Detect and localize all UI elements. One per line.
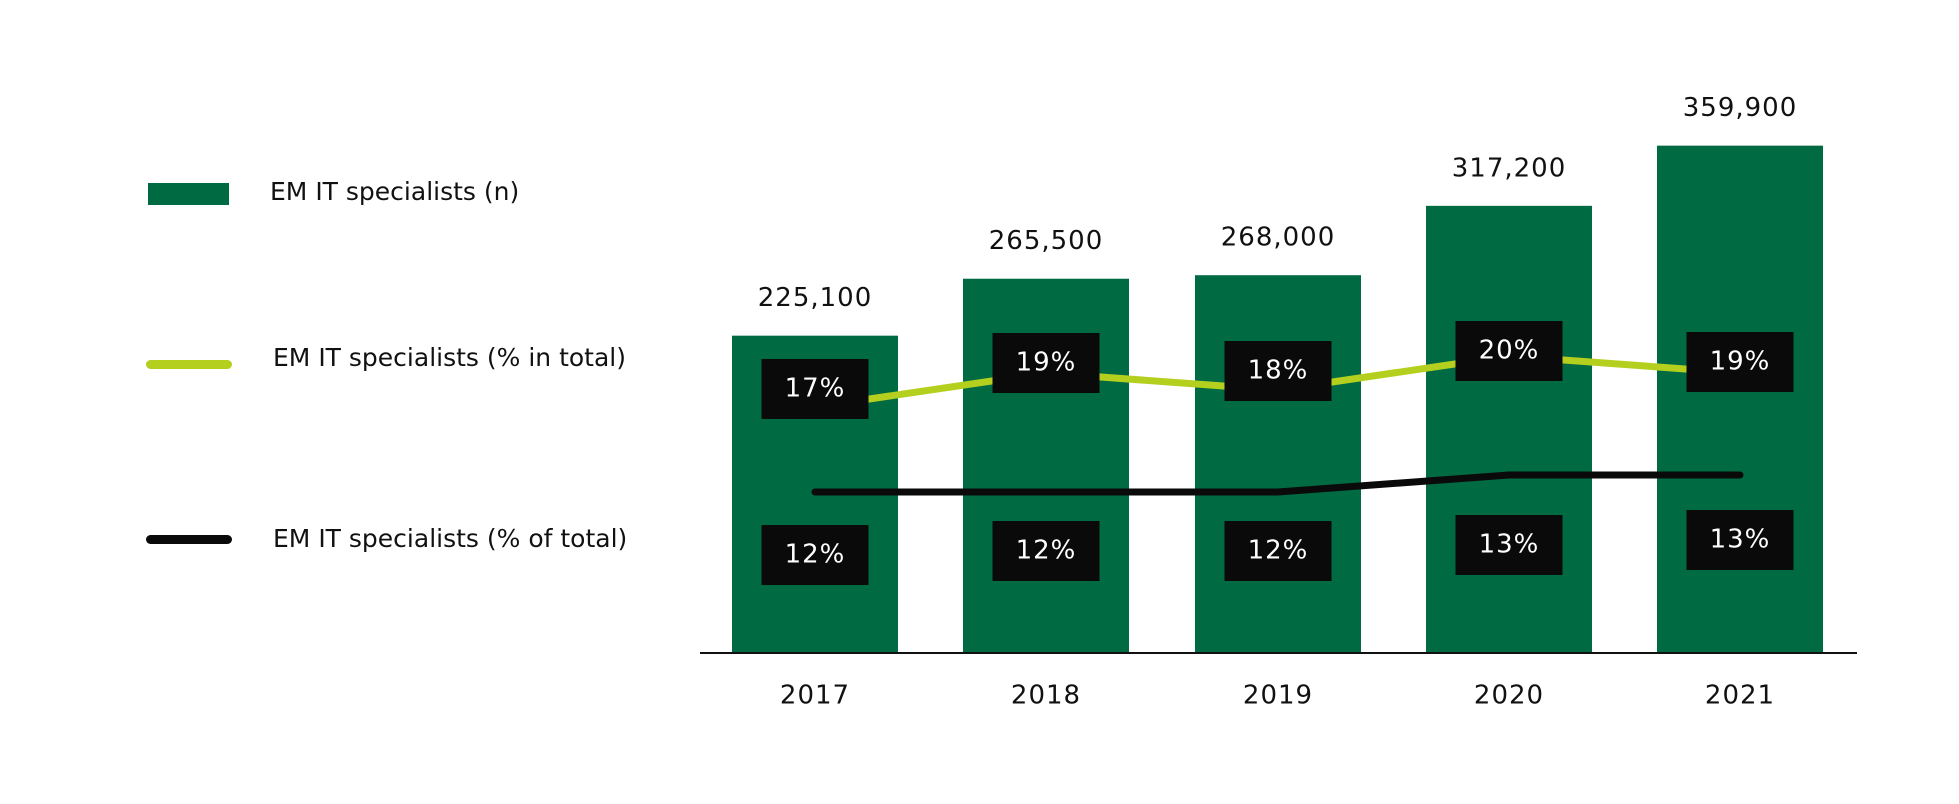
pct-in-total-box-2020	[1455, 321, 1563, 381]
bar-value-label-2020: 317,200	[1452, 153, 1567, 183]
x-tick-label-2021: 2021	[1705, 681, 1775, 711]
pct-of-total-box-2019	[1224, 521, 1332, 581]
pct-in-total-box-2018	[992, 333, 1100, 393]
pct-in-total-label-2021: 19%	[1710, 347, 1771, 377]
bar-2021	[1657, 145, 1823, 653]
legend-swatch-of-total	[146, 535, 232, 544]
pct-in-total-label-2019: 18%	[1248, 356, 1309, 386]
bar-value-label-2017: 225,100	[758, 283, 873, 313]
pct-in-total-label-2017: 17%	[785, 374, 846, 404]
pct-of-total-label-2017: 12%	[785, 540, 846, 570]
line-pct-of-total	[811, 471, 1744, 496]
bar-2019	[1195, 275, 1361, 653]
legend-label-in-total: EM IT specialists (% in total)	[273, 343, 626, 372]
legend-swatch-bars	[148, 183, 229, 205]
pct-of-total-box-2021	[1686, 510, 1794, 570]
pct-in-total-label-2018: 19%	[1016, 348, 1077, 378]
pct-of-total-box-2018	[992, 521, 1100, 581]
legend-swatch-in-total	[146, 360, 232, 369]
x-tick-label-2017: 2017	[780, 681, 850, 711]
pct-of-total-label-2019: 12%	[1248, 536, 1309, 566]
pct-in-total-box-2021	[1686, 332, 1794, 392]
x-tick-label-2018: 2018	[1011, 681, 1081, 711]
bar-2020	[1426, 205, 1592, 654]
pct-of-total-label-2020: 13%	[1479, 530, 1540, 560]
legend-label-bars: EM IT specialists (n)	[270, 177, 520, 206]
pct-of-total-box-2020	[1455, 515, 1563, 575]
x-tick-label-2020: 2020	[1474, 681, 1544, 711]
legend-label-of-total: EM IT specialists (% of total)	[273, 524, 628, 553]
pct-in-total-box-2019	[1224, 341, 1332, 401]
bar-value-label-2019: 268,000	[1221, 223, 1336, 253]
bar-value-label-2021: 359,900	[1683, 93, 1798, 123]
x-tick-label-2019: 2019	[1243, 681, 1313, 711]
pct-of-total-label-2018: 12%	[1016, 536, 1077, 566]
pct-of-total-box-2017	[761, 525, 869, 585]
pct-in-total-box-2017	[761, 359, 869, 419]
pct-of-total-label-2021: 13%	[1710, 525, 1771, 555]
bar-value-label-2018: 265,500	[989, 226, 1104, 256]
pct-in-total-label-2020: 20%	[1479, 336, 1540, 366]
